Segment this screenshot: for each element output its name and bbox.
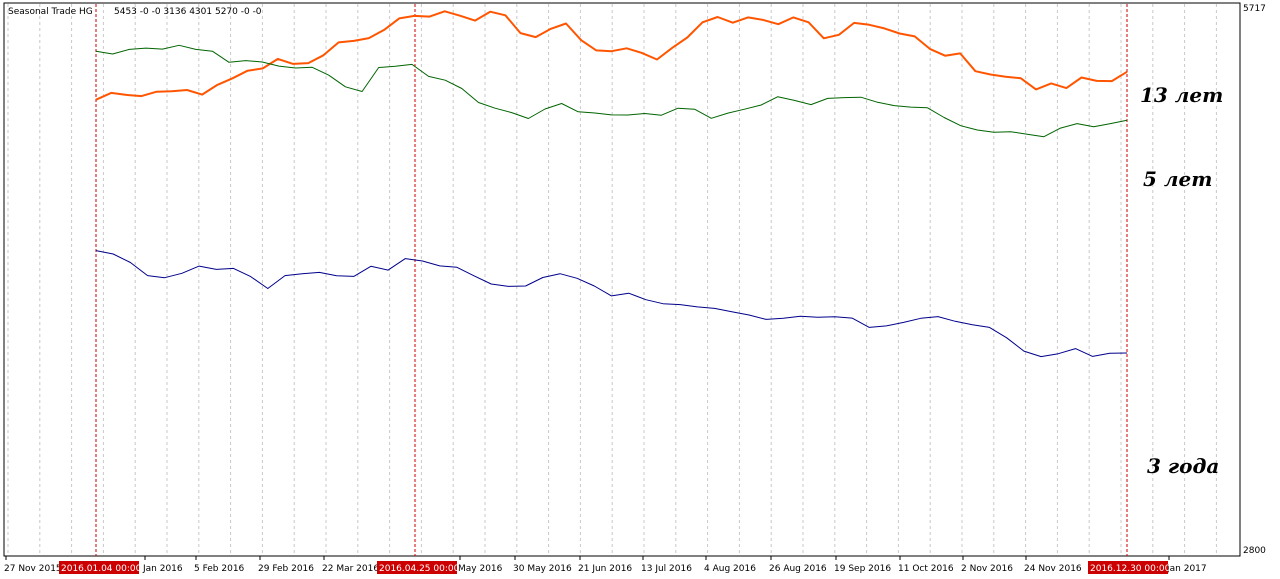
x-tick-label: 21 Jun 2016 (578, 564, 632, 574)
header-values: 5453 -0 -0 3136 4301 5270 -0 -0 (114, 7, 262, 17)
marker-badge (59, 561, 139, 574)
marker-badge-label: 2016.01.04 00:00 (61, 564, 142, 574)
series-lines (95, 10, 1128, 358)
line-5-years (95, 44, 1128, 138)
label-5-years: 5 лет (1143, 167, 1212, 191)
series-labels: 13 лет 5 лет 3 года (1140, 83, 1223, 478)
line-3-years (95, 250, 1128, 358)
x-tick-label: 27 Nov 2015 (4, 564, 62, 574)
x-tick-label: 13 Jul 2016 (641, 564, 692, 574)
y-tick-label: 2800 (1243, 546, 1266, 556)
x-tick-label: 29 Feb 2016 (258, 564, 314, 574)
y-tick-label: 5717 (1243, 4, 1266, 14)
label-3-years: 3 года (1147, 454, 1219, 478)
x-tick-label: 30 May 2016 (513, 564, 572, 574)
marker-badge-label: 2016.04.25 00:00 (379, 564, 460, 574)
window-title: Seasonal Trade HG (8, 7, 93, 17)
x-tick-label: 5 Feb 2016 (194, 564, 245, 574)
x-tick-label: 24 Nov 2016 (1024, 564, 1082, 574)
x-tick-label: Jan 2016 (142, 564, 183, 574)
x-tick-label: May 2016 (458, 564, 503, 574)
label-13-years: 13 лет (1140, 83, 1223, 107)
x-tick-label: 4 Aug 2016 (704, 564, 756, 574)
x-tick-label: 22 Mar 2016 (322, 564, 379, 574)
x-tick-label: 19 Sep 2016 (834, 564, 891, 574)
marker-badge (1088, 561, 1168, 574)
axes: 5717 2800 27 Nov 2015 Jan 2016 5 Feb 2016 29 … (4, 4, 1266, 574)
marker-badge (377, 561, 457, 574)
x-tick-label: 26 Aug 2016 (769, 564, 827, 574)
marker-badge-label: 2016.12.30 00:00 (1090, 564, 1171, 574)
x-tick-label: 11 Oct 2016 (898, 564, 954, 574)
plot-area (3, 2, 1241, 557)
x-tick-label: 2 Nov 2016 (961, 564, 1013, 574)
line-13-years (95, 10, 1128, 101)
x-tick-label: Jan 2017 (1166, 564, 1207, 574)
vertical-grid (7, 4, 1217, 555)
date-marker-lines (95, 4, 1128, 556)
